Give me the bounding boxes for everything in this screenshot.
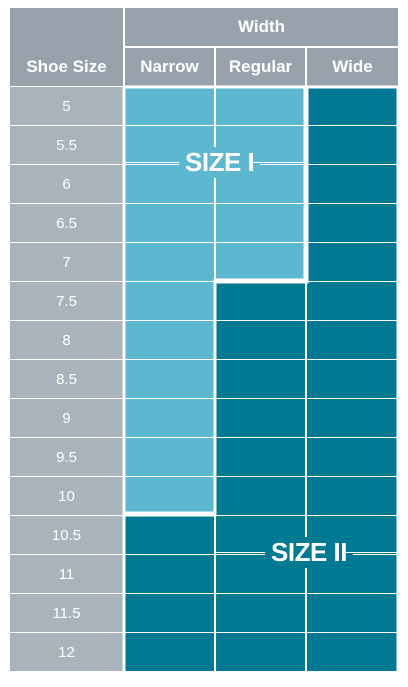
shoe-size-value: 5	[62, 97, 71, 115]
width-cell-wide	[307, 438, 398, 476]
shoe-size-value: 7	[62, 253, 71, 271]
width-cell-wide	[307, 399, 398, 437]
width-cell-regular	[216, 243, 305, 281]
width-header-wide-label: Wide	[332, 57, 373, 76]
shoe-size-value: 7.5	[56, 292, 77, 310]
width-cell-regular	[216, 321, 305, 359]
shoe-size-cell: 12	[10, 633, 123, 671]
width-cell-narrow	[125, 633, 214, 671]
shoe-size-cell: 5.5	[10, 126, 123, 164]
width-cell-regular	[216, 438, 305, 476]
size2-rule-right	[345, 552, 398, 553]
shoe-size-cell: 10.5	[10, 516, 123, 554]
width-cell-regular	[216, 360, 305, 398]
width-cell-narrow	[125, 360, 214, 398]
width-cell-wide	[307, 633, 398, 671]
width-cell-narrow	[125, 438, 214, 476]
shoe-size-cell: 10	[10, 477, 123, 515]
width-cell-regular	[216, 633, 305, 671]
size1-rule-right	[252, 162, 305, 163]
width-cell-narrow	[125, 516, 214, 554]
shoe-size-value: 11	[58, 565, 75, 583]
width-cell-regular	[216, 204, 305, 242]
shoe-size-value: 9.5	[56, 448, 77, 466]
width-cell-wide	[307, 126, 398, 164]
width-cell-narrow	[125, 555, 214, 593]
width-cell-narrow	[125, 87, 214, 125]
shoe-size-value: 11.5	[52, 604, 81, 622]
shoe-size-header: Shoe Size	[10, 8, 123, 86]
width-cell-narrow	[125, 282, 214, 320]
shoe-size-value: 8.5	[56, 370, 77, 388]
width-cell-regular	[216, 87, 305, 125]
shoe-size-cell: 7.5	[10, 282, 123, 320]
shoe-size-cell: 8.5	[10, 360, 123, 398]
width-cell-narrow	[125, 321, 214, 359]
width-cell-wide	[307, 321, 398, 359]
size1-rule-left	[124, 162, 180, 163]
shoe-size-cell: 11.5	[10, 594, 123, 632]
shoe-size-cell: 6	[10, 165, 123, 203]
shoe-size-cell: 9.5	[10, 438, 123, 476]
shoe-size-cell: 6.5	[10, 204, 123, 242]
width-cell-wide	[307, 360, 398, 398]
width-cell-wide	[307, 594, 398, 632]
shoe-size-cell: 8	[10, 321, 123, 359]
shoe-size-value: 10.5	[51, 526, 82, 544]
shoe-size-value: 6.5	[56, 214, 77, 232]
shoe-size-value: 9	[62, 409, 71, 427]
width-cell-regular	[216, 399, 305, 437]
shoe-size-cell: 5	[10, 87, 123, 125]
width-header-wide: Wide	[307, 48, 398, 86]
size1-label: SIZE I	[179, 147, 261, 178]
shoe-size-value: 8	[62, 331, 71, 349]
size2-label: SIZE II	[265, 537, 353, 568]
shoe-size-value: 6	[62, 175, 71, 193]
shoe-size-cell: 7	[10, 243, 123, 281]
width-cell-wide	[307, 204, 398, 242]
size2-outline	[122, 85, 400, 679]
width-cell-wide	[307, 243, 398, 281]
width-cell-regular	[216, 477, 305, 515]
width-header-regular: Regular	[216, 48, 305, 86]
width-cell-wide	[307, 87, 398, 125]
shoe-size-cell: 9	[10, 399, 123, 437]
width-header-regular-label: Regular	[228, 57, 293, 76]
width-cell-narrow	[125, 399, 214, 437]
shoe-size-value: 10	[58, 487, 75, 505]
size2-rule-left	[216, 552, 266, 553]
width-cell-narrow	[125, 243, 214, 281]
shoe-size-value: 12	[58, 643, 75, 661]
width-header-narrow-label: Narrow	[140, 57, 199, 76]
width-cell-narrow	[125, 594, 214, 632]
size1-outline	[122, 85, 307, 515]
width-cell-narrow	[125, 204, 214, 242]
width-cell-regular	[216, 594, 305, 632]
width-group-header: Width	[125, 8, 398, 46]
width-cell-wide	[307, 282, 398, 320]
shoe-size-cell: 11	[10, 555, 123, 593]
width-cell-wide	[307, 477, 398, 515]
width-group-header-label: Width	[237, 17, 286, 36]
width-cell-wide	[307, 165, 398, 203]
shoe-size-header-label: Shoe Size	[26, 57, 107, 76]
width-cell-narrow	[125, 477, 214, 515]
shoe-size-value: 5.5	[56, 136, 77, 154]
width-header-narrow: Narrow	[125, 48, 214, 86]
width-cell-regular	[216, 282, 305, 320]
